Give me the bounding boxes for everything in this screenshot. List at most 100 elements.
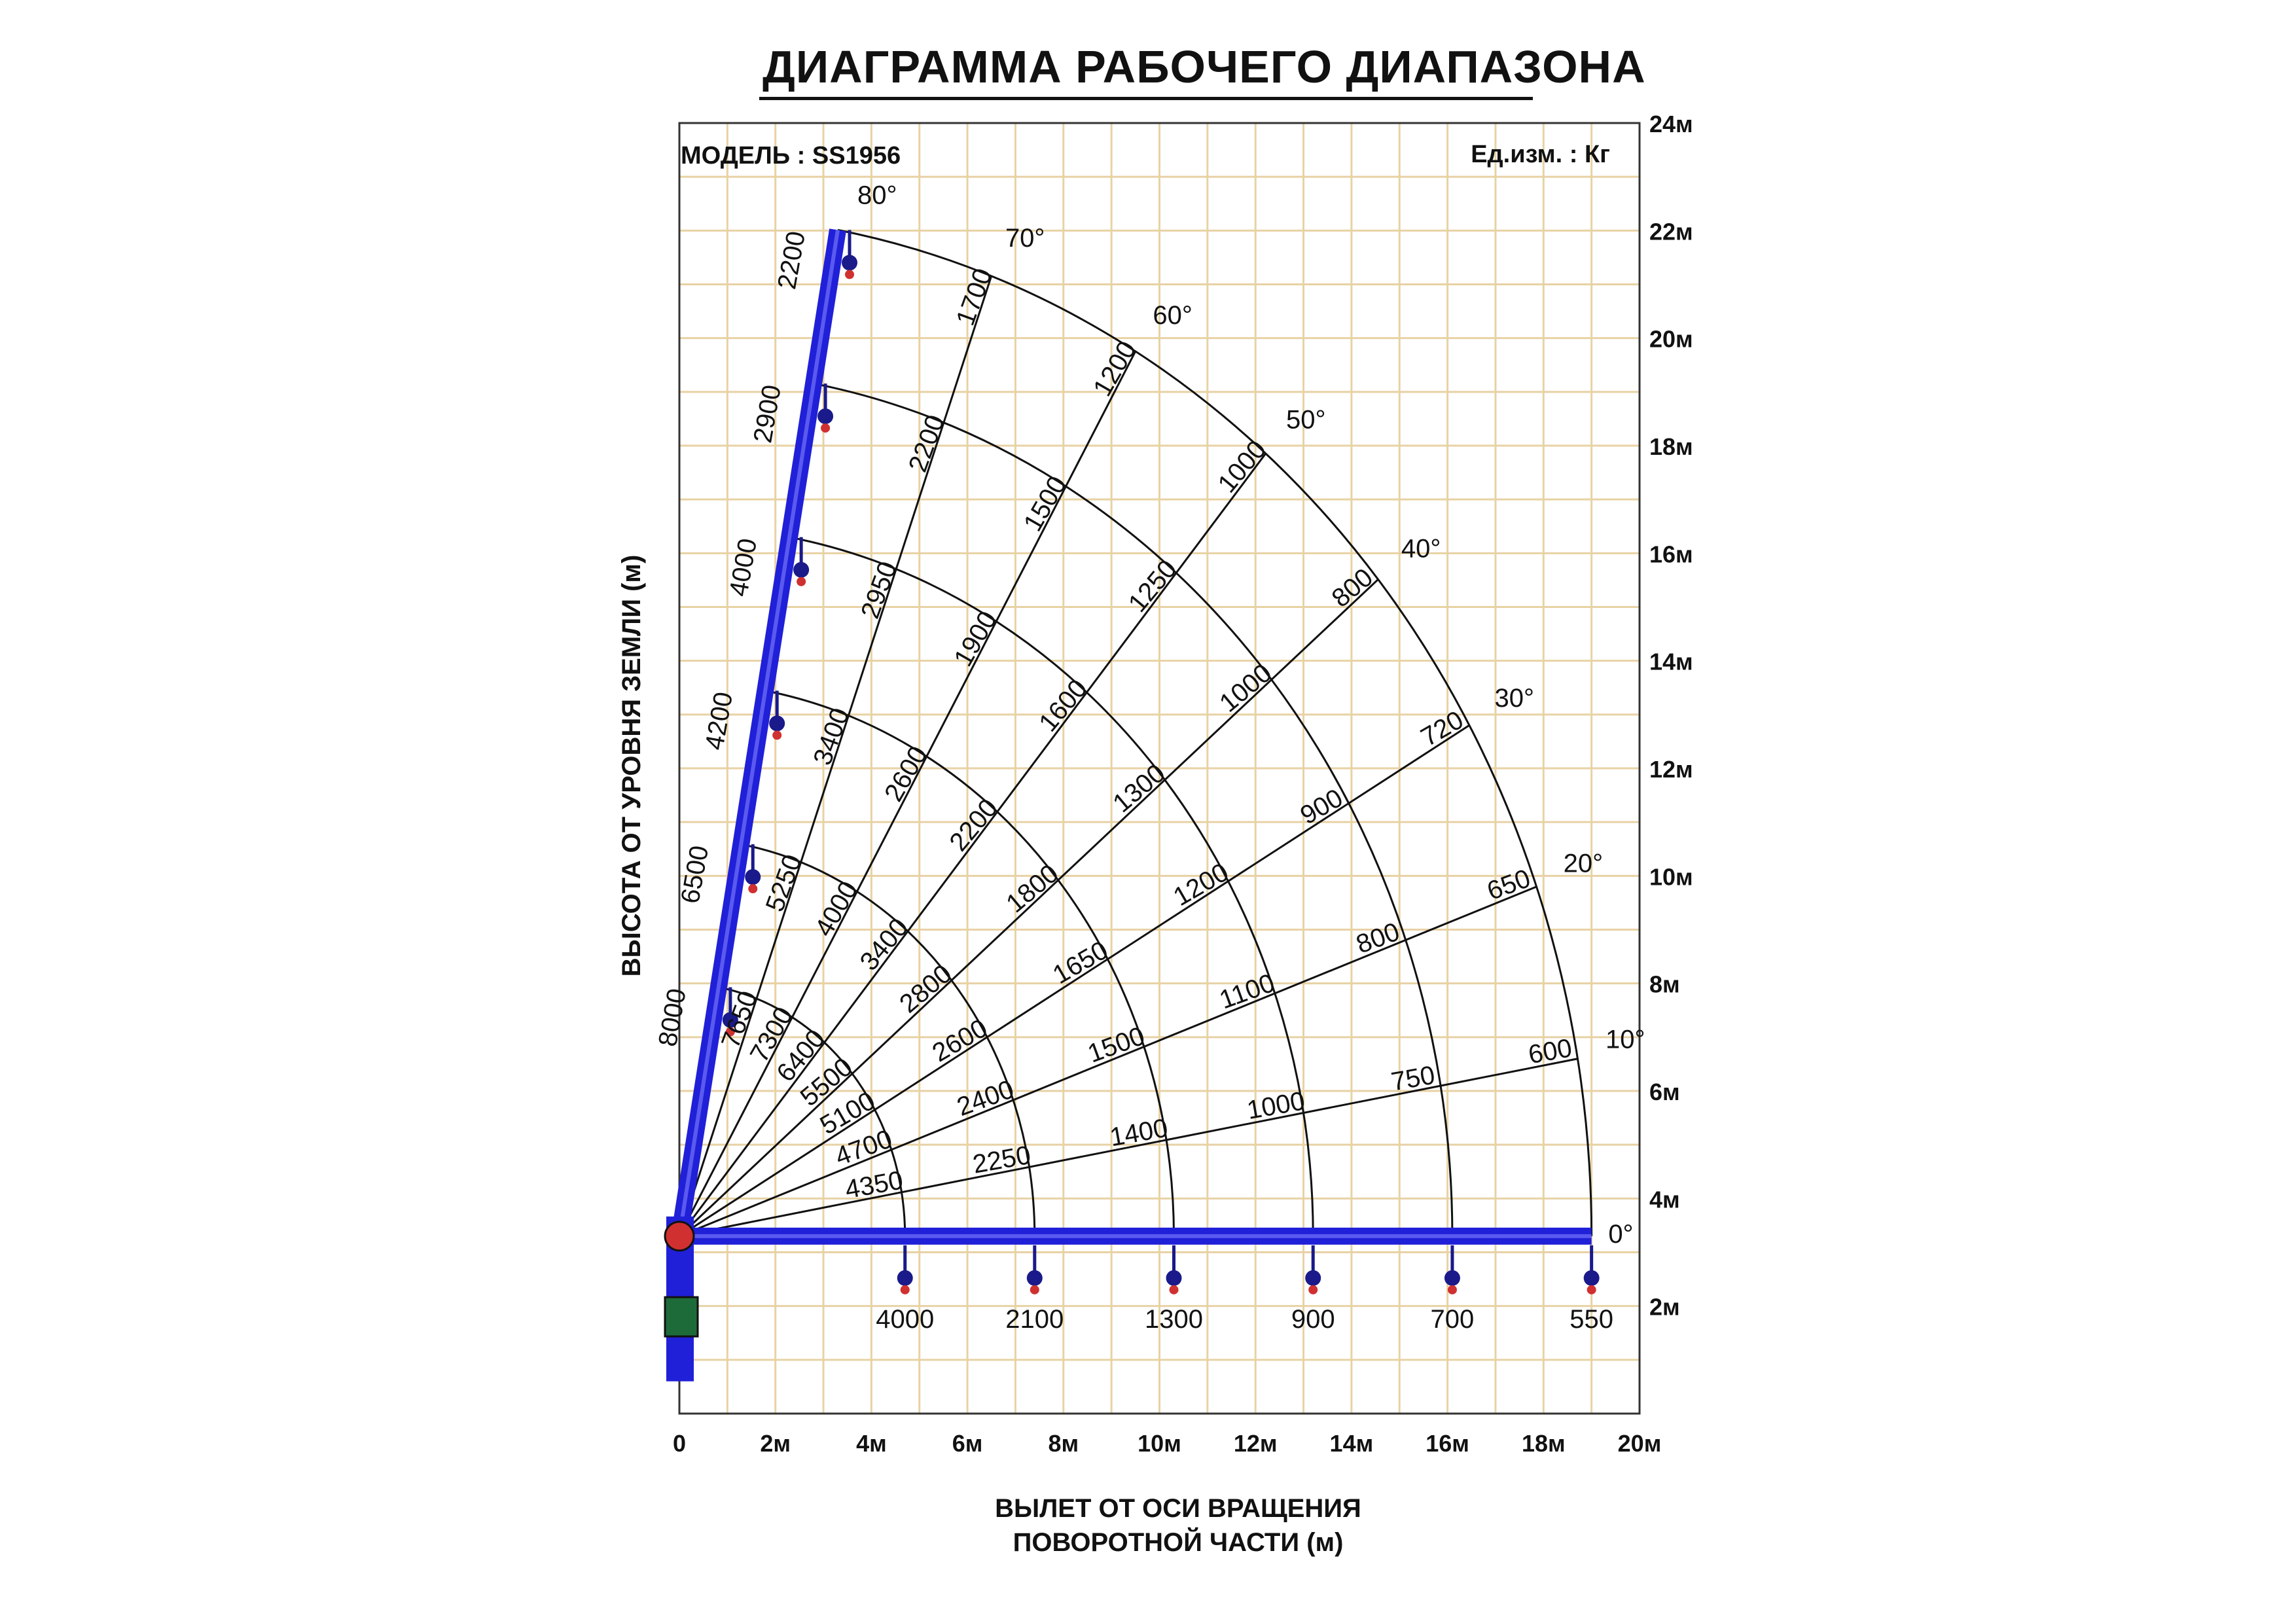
grid (678, 122, 1641, 1415)
diagram-title: ДИАГРАММА РАБОЧЕГО ДИАПАЗОНА (762, 41, 1646, 92)
load-value-label: 650 (1483, 864, 1534, 906)
plot-frame (678, 122, 1641, 1415)
x-tick-label: 0 (673, 1430, 686, 1457)
y-tick-label: 6м (1649, 1079, 1680, 1105)
x-tick-label: 14м (1330, 1430, 1374, 1457)
angle-label: 40° (1401, 535, 1441, 563)
load-value-label: 900 (1291, 1305, 1335, 1334)
angle-ray (678, 579, 1379, 1237)
load-value-label: 2600 (879, 741, 933, 806)
hook-block (842, 255, 858, 271)
angle-ray (678, 453, 1267, 1237)
load-value-label: 800 (1352, 918, 1403, 959)
crane-base-motor (664, 1296, 699, 1338)
hook-block (722, 1012, 738, 1028)
x-tick-label: 10м (1138, 1430, 1181, 1457)
plot-border (678, 122, 1641, 1415)
load-value-label: 2200 (772, 229, 811, 291)
load-value-label: 4000 (876, 1305, 934, 1334)
hook-block (793, 562, 810, 578)
hook-tip (1587, 1285, 1596, 1294)
hook-tip (1447, 1285, 1457, 1294)
angle-ray (679, 885, 1537, 1238)
angle-rays (678, 276, 1578, 1238)
hook-tip (1030, 1285, 1039, 1294)
load-value-label: 1000 (1212, 435, 1272, 498)
hook-tip (845, 270, 855, 279)
hook-block (897, 1270, 913, 1286)
load-value-label: 2600 (927, 1014, 992, 1068)
x-tick-label: 18м (1522, 1430, 1566, 1457)
load-value-label: 2200 (944, 794, 1003, 857)
x-axis-label-line1: ВЫЛЕТ ОТ ОСИ ВРАЩЕНИЯ (995, 1494, 1361, 1523)
x-tick-label: 20м (1618, 1430, 1662, 1457)
hook-block (1166, 1270, 1182, 1286)
angle-ray (678, 276, 993, 1237)
x-tick-label: 8м (1048, 1430, 1079, 1457)
load-value-label: 1300 (1145, 1305, 1203, 1334)
hook-block (817, 408, 834, 425)
load-value-label: 1200 (1169, 858, 1234, 912)
angle-label: 30° (1495, 684, 1535, 713)
load-value-label: 1400 (1107, 1114, 1170, 1152)
y-tick-label: 8м (1649, 971, 1680, 998)
load-value-label: 1500 (1084, 1022, 1149, 1069)
model-label: МОДЕЛЬ : SS1956 (681, 142, 901, 169)
load-value-label: 720 (1416, 705, 1469, 752)
y-tick-label: 4м (1649, 1186, 1680, 1213)
axis-labels: 0 2м 4м 6м 8м 10м 12м 14м 16м 18м 20м 2м 4м 6м 8м 10м 12… (673, 111, 1693, 1457)
angle-label: 70° (1005, 224, 1045, 253)
hook-block (769, 715, 785, 732)
x-tick-label: 16м (1426, 1430, 1469, 1457)
load-value-label: 2950 (855, 558, 903, 622)
y-tick-label: 22м (1649, 218, 1693, 245)
units-label: Ед.изм. : Кг (1471, 141, 1610, 168)
x-tick-label: 4м (856, 1430, 887, 1457)
title-underline (759, 97, 1533, 100)
boom-raised-highlight (677, 229, 840, 1237)
load-value-label: 2400 (953, 1075, 1018, 1122)
load-value-label: 1250 (1123, 555, 1183, 618)
y-tick-label: 20м (1649, 326, 1693, 353)
angle-label: 20° (1564, 849, 1604, 878)
boom-pivot (664, 1221, 695, 1252)
load-value-label: 3400 (855, 913, 914, 976)
angle-ray (679, 724, 1470, 1238)
load-value-label: 600 (1526, 1033, 1574, 1069)
angle-label: 80° (857, 181, 897, 209)
y-axis-label: ВЫСОТА ОТ УРОВНЯ ЗЕМЛИ (м) (617, 555, 646, 977)
hook-tip (797, 577, 806, 586)
load-value-label: 1700 (951, 265, 998, 330)
load-value-label: 8000 (653, 986, 692, 1048)
y-tick-label: 18м (1649, 433, 1693, 460)
load-value-label: 2800 (894, 959, 957, 1019)
load-value-label: 550 (1570, 1305, 1613, 1334)
hook-block (1305, 1270, 1321, 1286)
load-value-label: 1800 (1001, 859, 1064, 918)
boom-drawing (664, 228, 1600, 1382)
load-value-label: 1100 (1216, 969, 1279, 1015)
hook-tip (1308, 1285, 1318, 1294)
load-value-label: 4200 (700, 690, 738, 752)
hook-tip (725, 1027, 735, 1037)
load-value-label: 1600 (1033, 674, 1093, 737)
angle-label: 60° (1153, 301, 1193, 330)
load-value-label: 1000 (1245, 1086, 1307, 1125)
angle-label: 0° (1608, 1220, 1633, 1249)
hook-tip (821, 423, 831, 433)
hook-block (1583, 1270, 1600, 1286)
angle-label: 10° (1605, 1025, 1645, 1054)
load-value-label: 1000 (1214, 658, 1277, 718)
angle-ray (679, 1058, 1578, 1238)
y-tick-label: 12м (1649, 756, 1693, 783)
x-axis-label-line2: ПОВОРОТНОЙ ЧАСТИ (м) (1013, 1527, 1344, 1557)
y-tick-label: 24м (1649, 111, 1693, 137)
load-value-label: 700 (1431, 1305, 1475, 1334)
load-value-label: 1650 (1048, 936, 1113, 990)
load-value-label: 4000 (810, 876, 864, 941)
hook-block (1444, 1270, 1460, 1286)
y-tick-label: 16м (1649, 541, 1693, 567)
y-tick-label: 14м (1649, 649, 1693, 675)
hook-tip (900, 1285, 910, 1294)
